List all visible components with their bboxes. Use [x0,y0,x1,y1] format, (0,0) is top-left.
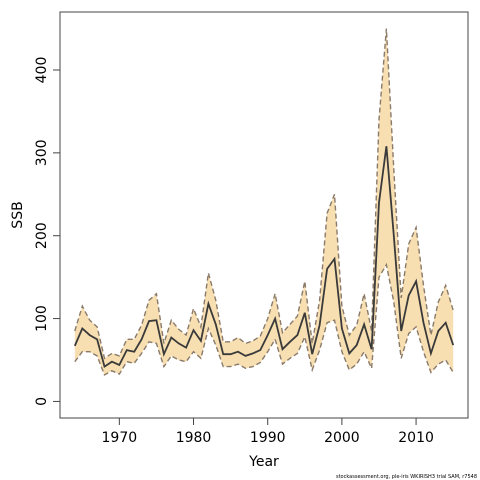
x-tick-label: 2010 [398,430,434,446]
x-axis-title: Year [248,454,279,470]
estimate-line [73,146,455,369]
upper-bound-line [74,28,454,360]
footnote: stockassessment.org, ple-iris WKIRISH3 t… [336,474,477,480]
dash-layer [74,28,454,376]
x-axis: 1970 1980 1990 2000 2010 [102,418,434,446]
y-tick-label: 200 [34,222,50,249]
x-tick-label: 1980 [176,430,212,446]
confidence-band [74,28,454,375]
y-tick-label: 400 [34,57,50,84]
plot-frame [59,11,469,419]
y-tick-label: 300 [34,139,50,166]
x-tick-label: 1970 [102,430,138,446]
y-tick-label: 0 [34,397,50,406]
x-tick-label: 2000 [324,430,360,446]
band-layer [74,28,454,375]
lower-bound-line [74,262,454,376]
y-axis-title: SSB [10,201,26,228]
estimate-layer [73,146,455,369]
x-tick-label: 1990 [250,430,286,446]
y-axis: 0 100 200 300 400 [34,57,60,406]
y-tick-label: 100 [34,305,50,332]
